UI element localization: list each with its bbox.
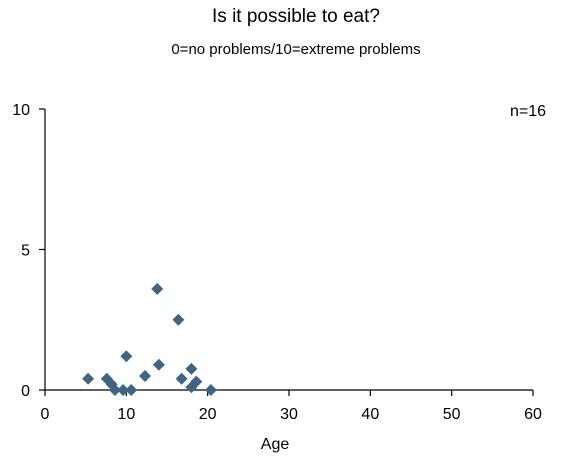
data-point — [125, 384, 138, 396]
data-point — [204, 384, 217, 396]
data-point — [120, 350, 133, 363]
chart-subtitle: 0=no problems/10=extreme problems — [171, 41, 420, 58]
chart-title: Is it possible to eat? — [212, 6, 380, 27]
data-points — [82, 282, 217, 396]
data-point — [172, 313, 185, 326]
x-tick-label: 60 — [524, 406, 542, 423]
y-tick-label: 0 — [21, 383, 30, 400]
data-point — [185, 362, 198, 375]
y-tick-label: 10 — [12, 102, 30, 119]
x-tick-label: 40 — [361, 406, 379, 423]
data-point — [152, 358, 165, 371]
data-point — [190, 375, 203, 388]
x-tick-label: 50 — [443, 406, 461, 423]
x-tick-label: 10 — [117, 406, 135, 423]
data-point — [175, 372, 188, 385]
x-axis-ticks: 0 10 20 30 40 50 60 — [41, 390, 542, 423]
x-tick-label: 20 — [199, 406, 217, 423]
x-tick-label: 0 — [41, 406, 50, 423]
x-tick-label: 30 — [280, 406, 298, 423]
y-axis-ticks: 0 5 10 — [12, 102, 45, 400]
sample-size-annotation: n=16 — [510, 103, 546, 120]
data-point — [108, 384, 121, 396]
x-axis-label: Age — [261, 436, 290, 453]
y-tick-label: 5 — [21, 243, 30, 260]
data-point — [151, 282, 164, 295]
data-point — [82, 372, 95, 385]
data-point — [139, 369, 152, 382]
data-point — [117, 384, 130, 396]
